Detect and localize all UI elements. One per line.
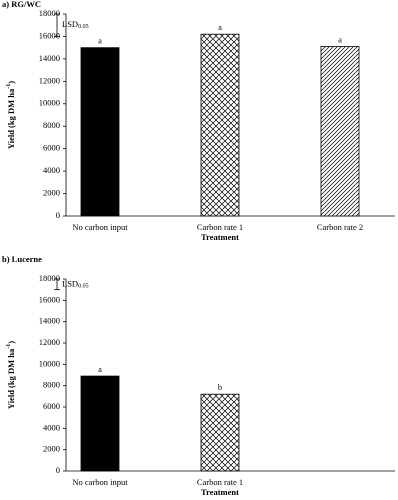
y-tick-label: 6000 (43, 143, 60, 153)
y-label-sup: -1 (6, 344, 12, 349)
y-tick-label: 6000 (43, 401, 60, 411)
lsd-sub: 0.05 (78, 284, 89, 290)
y-label-end: ) (6, 341, 16, 344)
y-tick-label: 8000 (43, 120, 60, 130)
chart-title: b) Lucerne (2, 254, 42, 264)
lsd-bar (54, 278, 60, 291)
bar (80, 47, 120, 217)
y-tick-label: 12000 (39, 75, 60, 85)
y-label-text: Yield (kg DM ha (6, 348, 16, 409)
y-tick-label: 14000 (39, 53, 60, 63)
x-axis-label: Treatment (201, 232, 239, 242)
y-tick-label: 4000 (43, 422, 60, 432)
y-axis-label: Yield (kg DM ha-1) (6, 341, 16, 409)
bar-letter: b (218, 382, 222, 392)
y-tick-label: 10000 (39, 98, 60, 108)
bar-letter: a (98, 364, 102, 374)
lsd-label: LSD0.05 (62, 278, 89, 289)
lsd-bar (54, 13, 60, 37)
y-label-sup: -1 (6, 84, 12, 89)
lsd-text: LSD (62, 19, 78, 29)
x-tick-label: Carbon rate 2 (317, 222, 363, 232)
x-axis-label: Treatment (201, 487, 239, 497)
lsd-text: LSD (62, 278, 78, 288)
chart-title: a) RG/WC (2, 0, 41, 9)
y-label-end: ) (6, 81, 16, 84)
x-tick-label: No carbon input (72, 222, 128, 232)
bar-letter: a (218, 22, 222, 32)
y-tick-label: 0 (56, 465, 60, 475)
bar (320, 46, 360, 217)
y-tick-label: 0 (56, 210, 60, 220)
y-tick-label: 16000 (39, 294, 60, 304)
bar-letter: a (338, 34, 342, 44)
y-tick-label: 8000 (43, 380, 60, 390)
bar (200, 393, 240, 472)
bar (80, 375, 120, 472)
bar (200, 33, 240, 217)
y-tick-label: 18000 (39, 8, 60, 18)
y-tick-label: 2000 (43, 444, 60, 454)
lsd-label: LSD0.05 (62, 19, 89, 30)
lsd-sub: 0.05 (78, 25, 89, 31)
y-tick-label: 16000 (39, 30, 60, 40)
y-tick-label: 18000 (39, 273, 60, 283)
y-tick-label: 10000 (39, 358, 60, 368)
x-tick-label: Carbon rate 1 (197, 477, 243, 487)
y-axis-label: Yield (kg DM ha-1) (6, 81, 16, 149)
bar-letter: a (98, 36, 102, 46)
y-tick-label: 12000 (39, 337, 60, 347)
y-tick-label: 14000 (39, 316, 60, 326)
x-tick-label: Carbon rate 1 (197, 222, 243, 232)
y-label-text: Yield (kg DM ha (6, 88, 16, 149)
x-tick-label: No carbon input (72, 477, 128, 487)
y-tick-label: 4000 (43, 165, 60, 175)
y-tick-label: 2000 (43, 188, 60, 198)
